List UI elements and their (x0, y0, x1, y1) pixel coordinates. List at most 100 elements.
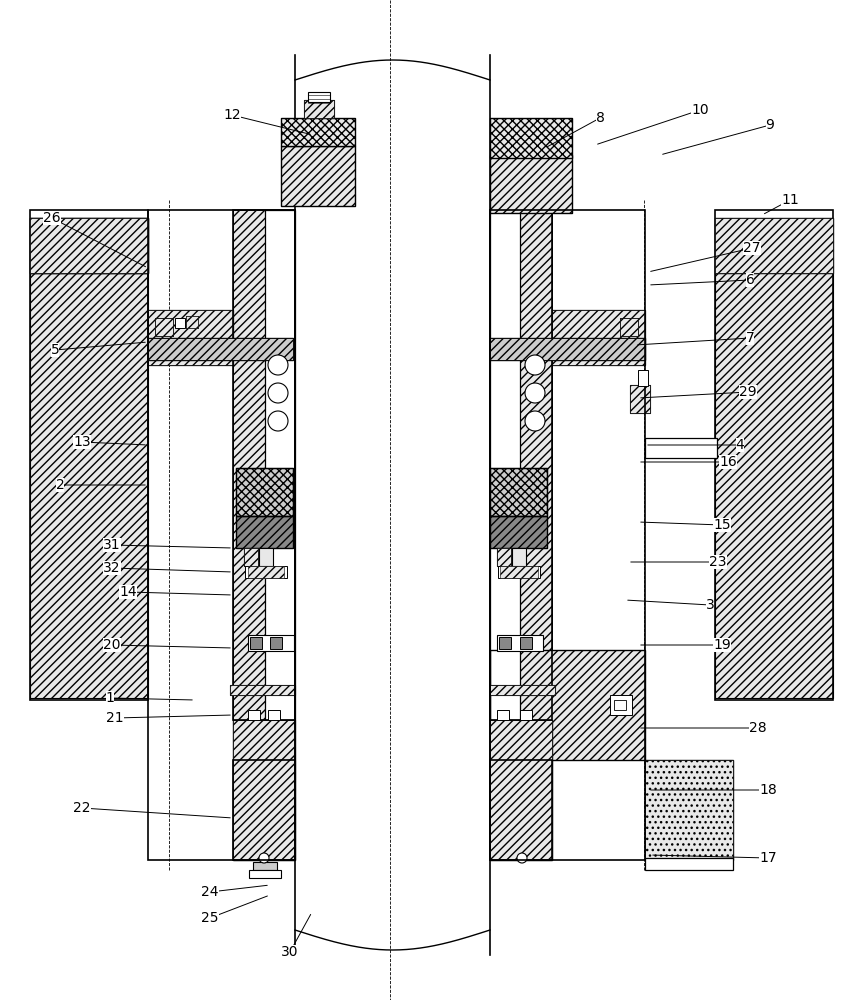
Bar (30, 210, 148, 700)
Bar (248, 566, 284, 578)
Bar (30, 218, 148, 273)
Bar (281, 146, 355, 206)
Text: 3: 3 (705, 598, 715, 612)
Bar (498, 566, 540, 578)
Bar (281, 118, 355, 146)
Bar (148, 310, 233, 365)
Bar (490, 650, 645, 760)
Bar (490, 155, 572, 213)
Bar (304, 100, 334, 118)
Bar (249, 870, 281, 878)
Text: 32: 32 (103, 561, 120, 575)
Circle shape (268, 411, 288, 431)
Circle shape (268, 383, 288, 403)
Bar (490, 516, 547, 548)
Text: 14: 14 (120, 585, 137, 599)
Text: 15: 15 (713, 518, 731, 532)
Bar (630, 385, 650, 413)
Bar (490, 468, 547, 516)
Bar (499, 637, 511, 649)
Circle shape (517, 853, 527, 863)
Bar (620, 318, 638, 336)
Bar (490, 650, 645, 760)
Bar (30, 218, 148, 273)
Bar (30, 218, 148, 273)
Bar (233, 760, 295, 860)
Text: 4: 4 (735, 438, 745, 452)
Text: 13: 13 (73, 435, 91, 449)
Text: 16: 16 (719, 455, 737, 469)
Bar (248, 635, 294, 651)
Bar (148, 338, 293, 360)
Bar (148, 338, 293, 360)
Bar (490, 155, 572, 213)
Bar (490, 118, 572, 158)
Bar (236, 468, 293, 516)
Text: 11: 11 (781, 193, 799, 207)
Bar (490, 760, 552, 860)
Text: 9: 9 (765, 118, 775, 132)
Bar (645, 858, 733, 870)
Bar (233, 720, 295, 860)
Text: 5: 5 (51, 343, 59, 357)
Circle shape (525, 411, 545, 431)
Text: 17: 17 (759, 851, 777, 865)
Text: 10: 10 (691, 103, 709, 117)
Bar (490, 468, 547, 516)
Bar (490, 516, 547, 548)
Bar (148, 210, 295, 860)
Bar (186, 316, 198, 328)
Text: 28: 28 (749, 721, 767, 735)
Text: 1: 1 (106, 691, 114, 705)
Bar (715, 210, 833, 700)
Bar (155, 318, 173, 336)
Bar (233, 210, 295, 720)
Bar (155, 318, 173, 336)
Bar (512, 548, 526, 566)
Bar (295, 55, 490, 955)
Bar (233, 720, 295, 860)
Bar (245, 566, 287, 578)
Circle shape (268, 355, 288, 375)
Text: 27: 27 (743, 241, 761, 255)
Bar (30, 218, 148, 273)
Bar (265, 210, 295, 720)
Circle shape (525, 355, 545, 375)
Bar (490, 118, 572, 158)
Bar (281, 118, 355, 146)
Bar (253, 862, 277, 870)
Bar (490, 338, 645, 360)
Bar (520, 710, 532, 720)
Bar (244, 548, 258, 566)
Circle shape (259, 853, 269, 863)
Bar (645, 760, 733, 860)
Bar (30, 273, 148, 698)
Text: 31: 31 (103, 538, 120, 552)
Bar (268, 710, 280, 720)
Bar (520, 637, 532, 649)
Bar (186, 316, 198, 328)
Bar (148, 310, 233, 365)
Text: 26: 26 (43, 211, 61, 225)
Bar (500, 566, 538, 578)
Text: 6: 6 (746, 273, 754, 287)
Bar (490, 685, 555, 695)
Bar (236, 516, 293, 548)
Bar (304, 100, 334, 118)
Bar (715, 218, 833, 273)
Bar (233, 210, 295, 720)
Bar (490, 210, 520, 720)
Text: 29: 29 (740, 385, 757, 399)
Bar (230, 685, 295, 695)
Bar (233, 760, 295, 860)
Text: 7: 7 (746, 331, 754, 345)
Circle shape (525, 383, 545, 403)
Bar (490, 210, 645, 860)
Bar (630, 385, 650, 413)
Text: 12: 12 (224, 108, 241, 122)
Bar (490, 720, 552, 860)
Bar (552, 310, 645, 365)
Bar (175, 318, 185, 328)
Text: 18: 18 (759, 783, 777, 797)
Bar (715, 273, 833, 698)
